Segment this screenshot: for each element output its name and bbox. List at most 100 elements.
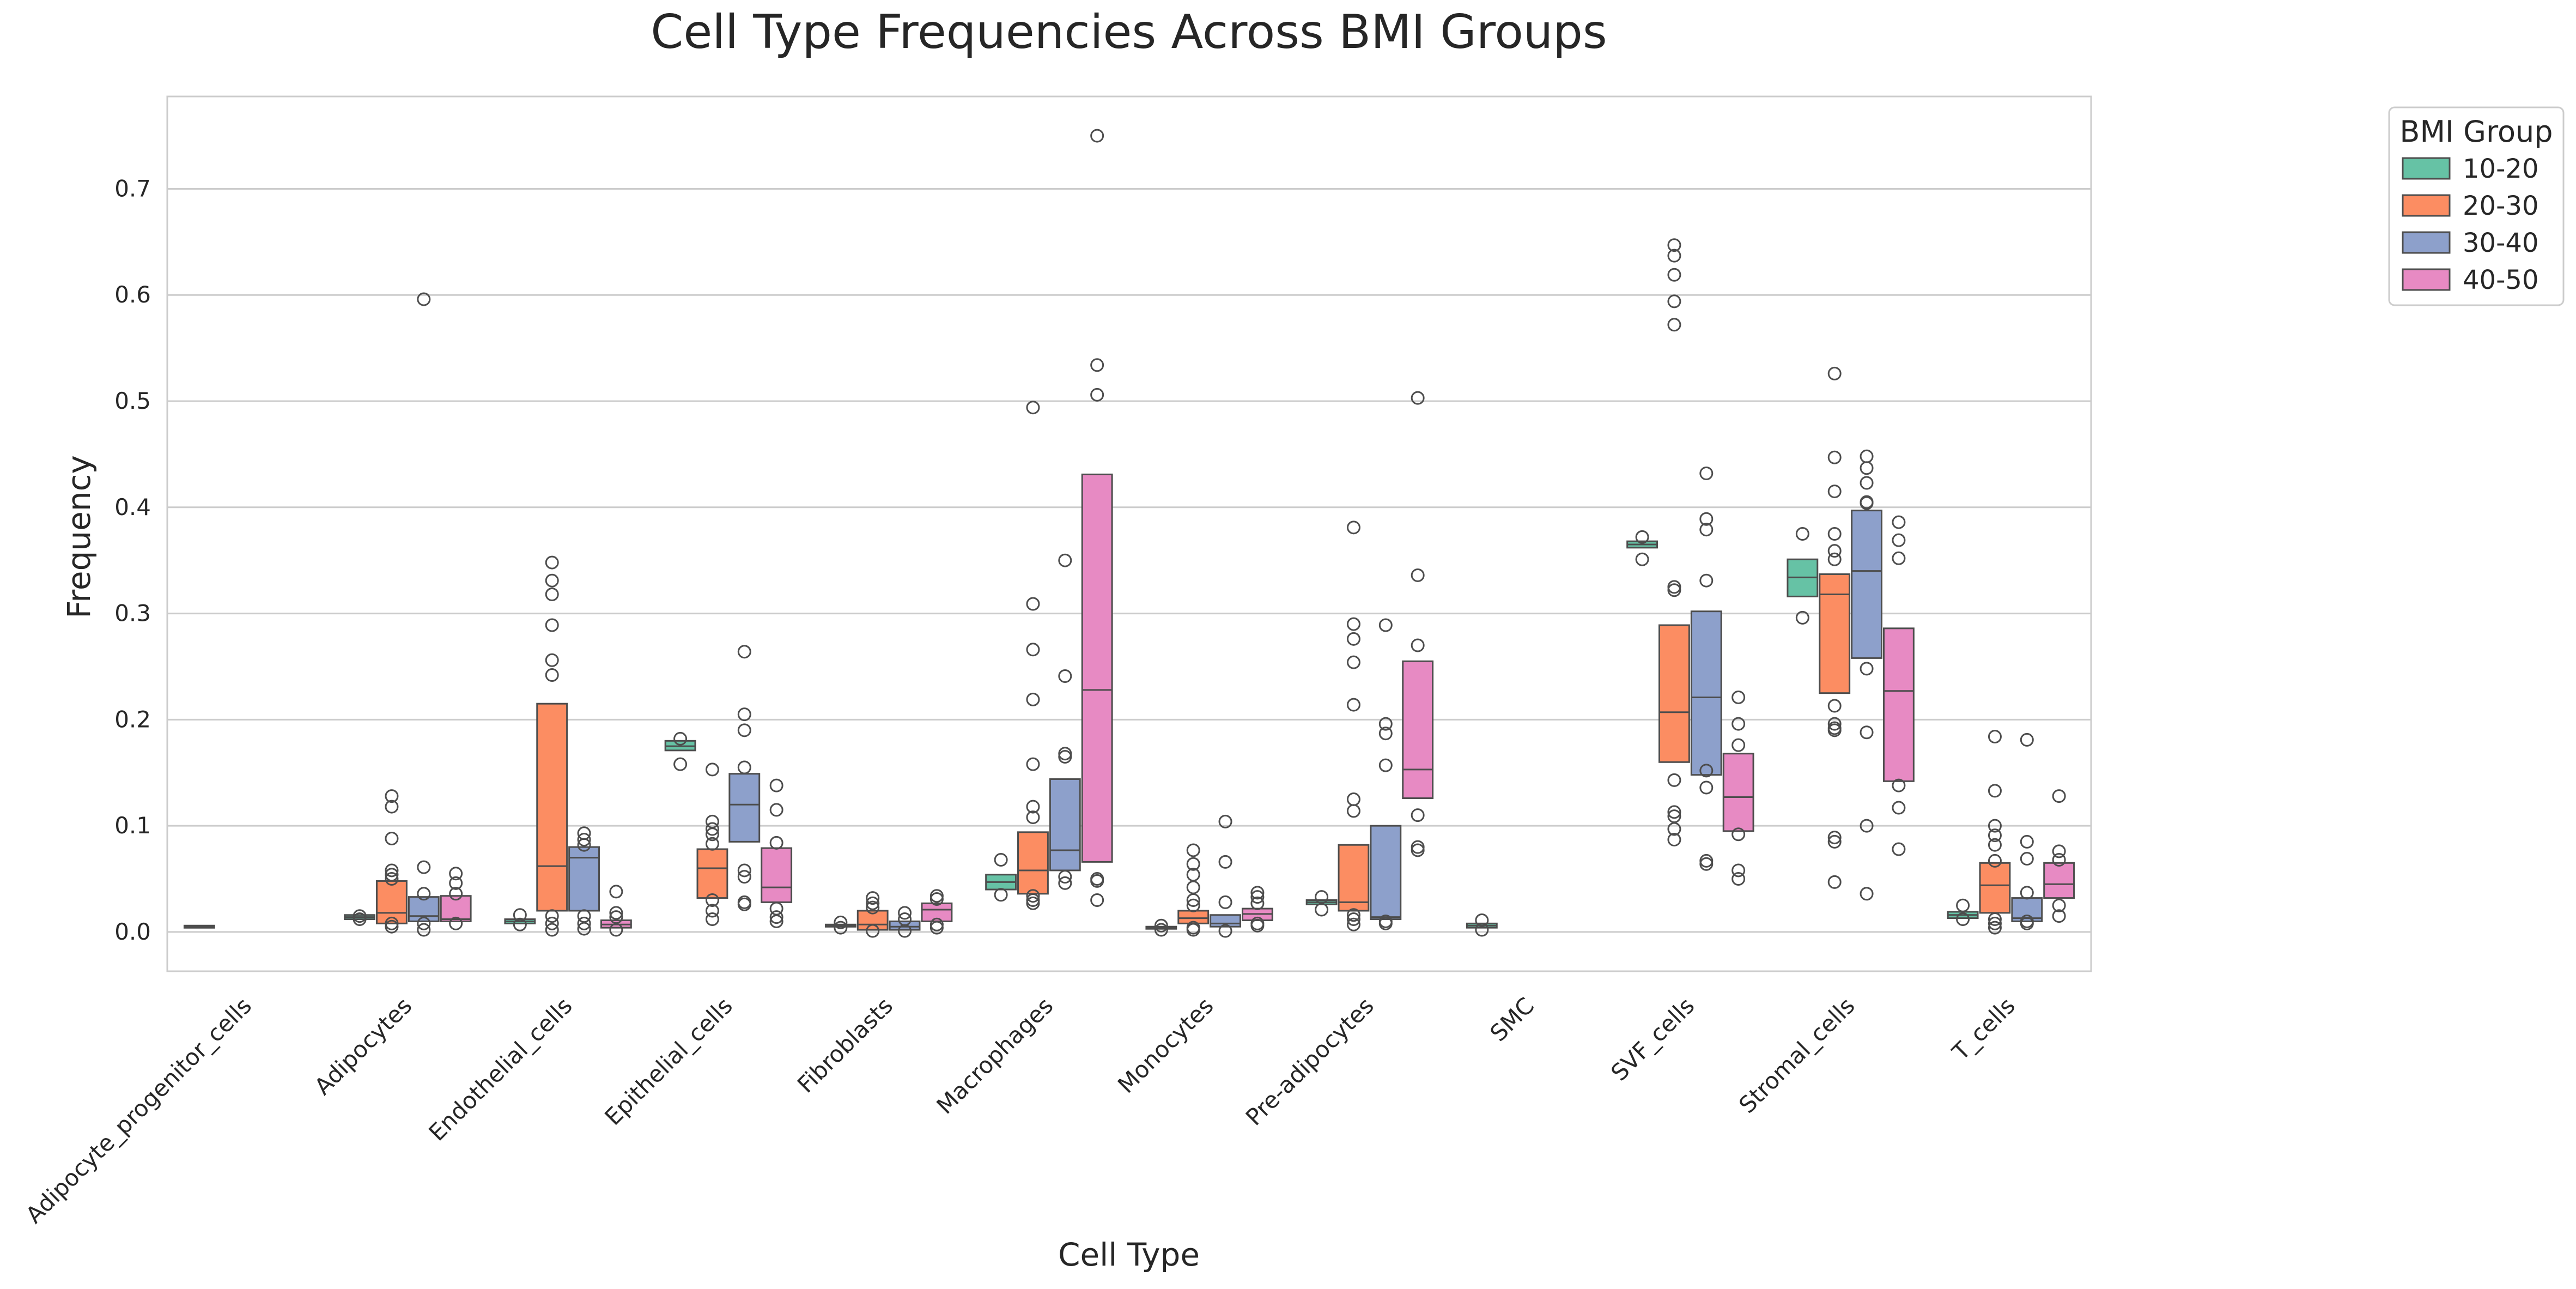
box-30-40 <box>1690 610 1722 776</box>
outlier-point <box>1378 916 1393 930</box>
outlier-point <box>1058 669 1072 683</box>
outlier-point <box>1218 814 1232 828</box>
outlier-point <box>1090 129 1104 143</box>
outlier-point <box>545 555 559 570</box>
y-tick-labels: 0.0 0.1 0.2 0.3 0.4 0.5 0.6 0.7 <box>114 175 151 945</box>
outlier-point <box>1026 643 1040 657</box>
outlier-point <box>417 923 431 937</box>
y-tick-label: 0.5 <box>114 388 151 414</box>
outlier-point <box>1667 773 1681 787</box>
legend-frame <box>2388 106 2565 306</box>
y-tick-label: 0.0 <box>114 918 151 945</box>
outlier-point <box>1315 903 1329 917</box>
x-tick-label: Pre-adipocytes <box>1241 992 1379 1130</box>
legend-label: 20-30 <box>2463 191 2538 221</box>
outlier-point <box>1731 690 1746 704</box>
outlier-point <box>1346 617 1360 631</box>
outlier-point <box>737 645 751 659</box>
outlier-point <box>1026 800 1040 814</box>
outlier-point <box>1860 449 1874 463</box>
outlier-point <box>1635 552 1649 566</box>
outlier-point <box>609 885 623 899</box>
outlier-point <box>577 832 591 846</box>
x-tick-labels: Adipocyte_progenitor_cells Adipocytes Endo… <box>21 992 2020 1228</box>
outlier-point <box>1699 857 1714 871</box>
legend-swatch <box>2402 268 2451 291</box>
outlier-point <box>1026 896 1040 910</box>
outlier-point <box>1827 699 1842 713</box>
outlier-point <box>1699 764 1714 778</box>
outlier-point <box>2020 886 2034 900</box>
legend-label: 40-50 <box>2463 265 2538 295</box>
outlier-point <box>929 921 944 935</box>
outlier-point <box>1186 898 1200 912</box>
outlier-point <box>1154 918 1168 933</box>
box-40-50 <box>1402 660 1434 800</box>
outlier-point <box>2052 852 2066 867</box>
outlier-point <box>385 863 399 878</box>
outlier-point <box>866 896 880 910</box>
outlier-point <box>1026 810 1040 825</box>
outlier-point <box>1346 698 1360 712</box>
outlier-point <box>1090 388 1104 402</box>
outlier-point <box>1218 895 1232 909</box>
outlier-point <box>834 921 848 935</box>
outlier-point <box>1988 784 2002 798</box>
outlier-point <box>1090 893 1104 907</box>
box-30-40 <box>1851 510 1882 659</box>
outlier-point <box>1250 918 1265 933</box>
box-20-30 <box>536 703 568 912</box>
outlier-point <box>1667 268 1681 282</box>
outlier-point <box>1346 804 1360 818</box>
outlier-point <box>1250 896 1265 910</box>
box-40-50 <box>1081 473 1113 863</box>
outlier-point <box>1250 886 1265 900</box>
outlier-point <box>2020 834 2034 849</box>
outlier-point <box>1058 876 1072 890</box>
x-tick-label: Epithelial_cells <box>599 992 738 1130</box>
box-20-30 <box>1658 624 1690 763</box>
outlier-point <box>1411 808 1425 822</box>
outlier-point <box>1860 476 1874 490</box>
x-tick-label: Adipocytes <box>309 992 417 1100</box>
outlier-point <box>737 707 751 722</box>
y-axis-label: Frequency <box>60 455 98 619</box>
legend-swatch <box>2402 157 2451 180</box>
outlier-point <box>769 778 783 792</box>
box-20-30 <box>1979 862 2011 914</box>
outlier-point <box>1186 923 1200 937</box>
outlier-point <box>577 838 591 852</box>
outlier-point <box>1250 890 1265 904</box>
outlier-point <box>994 852 1008 867</box>
boxes <box>183 473 2075 931</box>
outlier-point <box>705 912 719 927</box>
outlier-point <box>994 888 1008 902</box>
outlier-point <box>1026 757 1040 771</box>
outlier-point <box>545 668 559 682</box>
legend-swatch <box>2402 194 2451 217</box>
outlier-point <box>1378 758 1393 772</box>
outlier-point <box>609 923 623 937</box>
outlier-point <box>1988 916 2002 930</box>
outlier-point <box>834 915 848 929</box>
outlier-point <box>866 891 880 905</box>
x-tick-label: Monocytes <box>1113 992 1219 1098</box>
outlier-point <box>1860 662 1874 676</box>
outlier-point <box>1827 875 1842 889</box>
box-30-40 <box>728 773 761 843</box>
outlier-point <box>1026 597 1040 611</box>
outlier-point <box>1090 358 1104 372</box>
outlier-point <box>1827 366 1842 380</box>
outlier-point <box>1186 880 1200 894</box>
outliers <box>353 129 2066 938</box>
outlier-point <box>1699 573 1714 588</box>
outlier-point <box>1988 819 2002 833</box>
outlier-point <box>385 800 399 814</box>
outlier-point <box>1667 832 1681 846</box>
x-tick-label: SVF_cells <box>1606 992 1699 1086</box>
outlier-point <box>1346 908 1360 922</box>
outlier-point <box>1827 527 1842 541</box>
outlier-point <box>737 863 751 878</box>
outlier-point <box>769 914 783 928</box>
outlier-point <box>1475 923 1489 937</box>
